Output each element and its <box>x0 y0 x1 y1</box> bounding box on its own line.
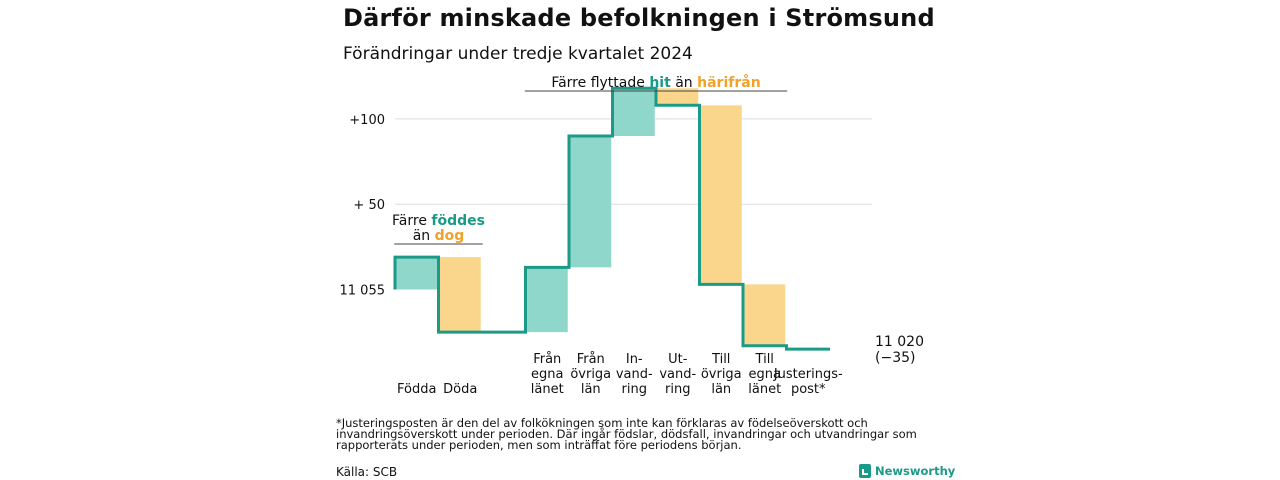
end-labels: 11 020(−35) <box>875 334 924 366</box>
annotation-text: än dog <box>413 228 465 244</box>
chart-subtitle: Förändringar under tredje kvartalet 2024 <box>343 44 693 64</box>
category-label-line: Till <box>711 352 730 367</box>
category-label-line: egna <box>749 367 781 382</box>
annotation-part: Färre <box>392 213 431 229</box>
category-label-line: Födda <box>397 382 436 397</box>
end-value-label: 11 020 <box>875 334 924 350</box>
category-label-line: vand- <box>659 367 696 382</box>
annotation-part: härifrån <box>697 74 761 91</box>
bars <box>396 88 786 346</box>
category-label: Ut-vand-ring <box>659 352 696 397</box>
chart-title: Därför minskade befolkningen i Strömsund <box>343 4 935 32</box>
category-label: Till egna länet <box>748 352 781 397</box>
y-tick-labels: 11 055 + 50 +100 <box>340 113 386 299</box>
category-label-line: egna <box>531 367 563 382</box>
category-label: Justerings-post* <box>773 367 843 397</box>
bar <box>744 284 786 346</box>
category-label-line: län <box>711 382 731 397</box>
category-label-line: Från <box>577 352 605 367</box>
category-label-line: post* <box>791 382 826 397</box>
category-label-line: Döda <box>443 382 477 397</box>
category-label-line: In- <box>626 352 643 367</box>
bar <box>439 257 481 333</box>
y-tick-label: +100 <box>349 113 385 128</box>
annotation-part: hit <box>649 75 671 91</box>
footnote: *Justeringsposten är den del av folkökni… <box>336 416 917 452</box>
y-tick-label: 11 055 <box>340 283 386 298</box>
category-label-line: ring <box>665 382 690 397</box>
annotation-part: Färre flyttade <box>551 75 649 91</box>
brand-name: Newsworthy <box>875 464 956 478</box>
category-label-line: Från <box>533 352 561 367</box>
y-tick-label: + 50 <box>353 198 385 213</box>
category-label-line: övriga <box>570 367 611 382</box>
category-label: Till övriga län <box>701 352 742 397</box>
category-label: Döda <box>443 382 477 397</box>
annotation-part: dog <box>435 228 465 244</box>
annotation-text: Färre flyttade hit än härifrån <box>551 74 760 91</box>
annotation-part: än <box>671 75 697 91</box>
bar <box>396 257 438 290</box>
bar <box>570 135 612 268</box>
category-label-line: övriga <box>701 367 742 382</box>
annotation-text: Färre föddes <box>392 213 485 229</box>
annotation-part: föddes <box>431 213 485 229</box>
source-credit: Källa: SCB <box>336 465 398 479</box>
category-label-line: länet <box>531 382 564 397</box>
category-label: Från övriga län <box>570 352 611 397</box>
end-change-label: (−35) <box>875 350 915 366</box>
category-label: Födda <box>397 382 436 397</box>
category-label: Från egna länet <box>531 352 564 397</box>
category-label-line: ring <box>622 382 647 397</box>
bar <box>700 105 742 285</box>
category-label-line: vand- <box>616 367 653 382</box>
step-line <box>393 86 830 351</box>
category-label-line: länet <box>748 382 781 397</box>
bar <box>657 88 699 106</box>
step-line-path <box>393 86 830 351</box>
bar <box>613 88 655 136</box>
annotation-part: än <box>413 228 435 244</box>
category-label-line: Justerings- <box>773 367 843 382</box>
newsworthy-logo-icon <box>859 464 871 478</box>
category-label-line: Till <box>755 352 774 367</box>
category-label: In-vand-ring <box>616 352 653 397</box>
bar <box>526 267 568 333</box>
category-label-line: Ut- <box>668 352 688 367</box>
category-label-line: län <box>581 382 601 397</box>
newsworthy-brand[interactable]: Newsworthy <box>859 463 955 479</box>
